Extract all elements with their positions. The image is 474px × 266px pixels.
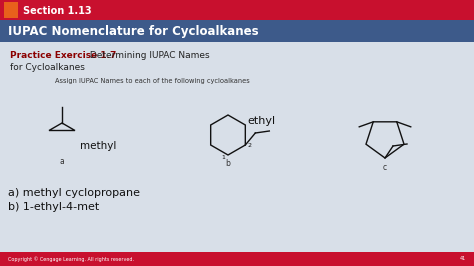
FancyBboxPatch shape	[0, 252, 474, 266]
Text: IUPAC Nomenclature for Cycloalkanes: IUPAC Nomenclature for Cycloalkanes	[8, 26, 259, 39]
Text: ethyl: ethyl	[247, 116, 275, 126]
Text: Assign IUPAC Names to each of the following cycloalkanes: Assign IUPAC Names to each of the follow…	[55, 78, 250, 84]
Text: 41: 41	[460, 256, 466, 261]
Text: Practice Exercise 1.7: Practice Exercise 1.7	[10, 51, 117, 60]
Text: Determining IUPAC Names: Determining IUPAC Names	[87, 51, 210, 60]
Text: c: c	[383, 163, 387, 172]
FancyBboxPatch shape	[0, 0, 474, 20]
FancyBboxPatch shape	[4, 2, 18, 18]
Text: Copyright © Cengage Learning. All rights reserved.: Copyright © Cengage Learning. All rights…	[8, 256, 134, 262]
FancyBboxPatch shape	[0, 20, 474, 42]
Text: b: b	[226, 160, 230, 168]
Text: Section 1.13: Section 1.13	[23, 6, 91, 16]
Text: b) 1-ethyl-4-met: b) 1-ethyl-4-met	[8, 202, 99, 212]
Text: 1: 1	[221, 155, 225, 160]
Text: 2: 2	[247, 143, 251, 148]
Text: a: a	[60, 157, 64, 167]
FancyBboxPatch shape	[0, 42, 474, 252]
Text: a) methyl cyclopropane: a) methyl cyclopropane	[8, 188, 140, 198]
Text: for Cycloalkanes: for Cycloalkanes	[10, 63, 85, 72]
Text: methyl: methyl	[80, 141, 117, 151]
